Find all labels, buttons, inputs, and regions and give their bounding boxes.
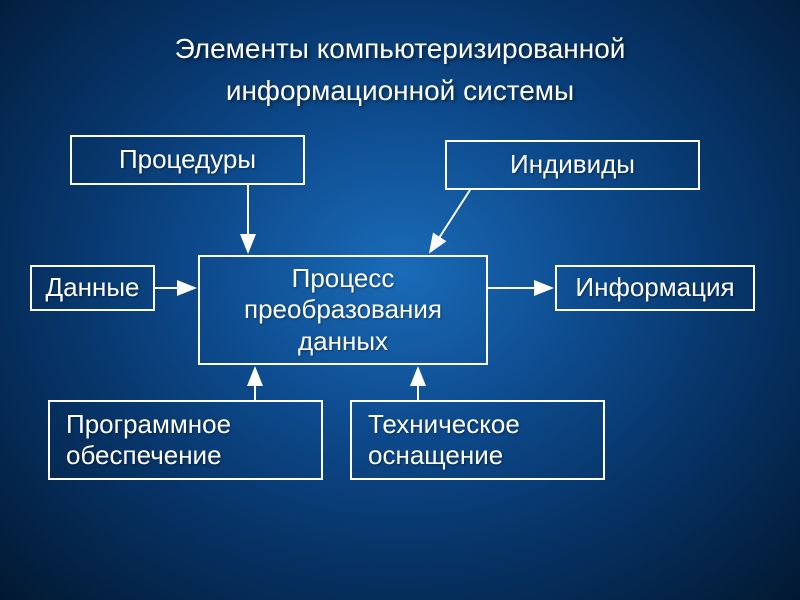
edge-individuals-process: [430, 190, 470, 252]
node-hardware: Техническое оснащение: [350, 400, 605, 480]
title-line1: Элементы компьютеризированной: [175, 33, 626, 64]
title-line2: информационной системы: [226, 75, 574, 106]
node-process: Процесс преобразования данных: [198, 255, 488, 365]
node-software: Программное обеспечение: [48, 400, 323, 480]
node-information: Информация: [555, 265, 755, 311]
node-data: Данные: [30, 265, 155, 311]
node-procedures: Процедуры: [70, 135, 305, 185]
diagram-title: Элементы компьютеризированной информацио…: [0, 28, 800, 112]
node-individuals: Индивиды: [445, 140, 700, 190]
